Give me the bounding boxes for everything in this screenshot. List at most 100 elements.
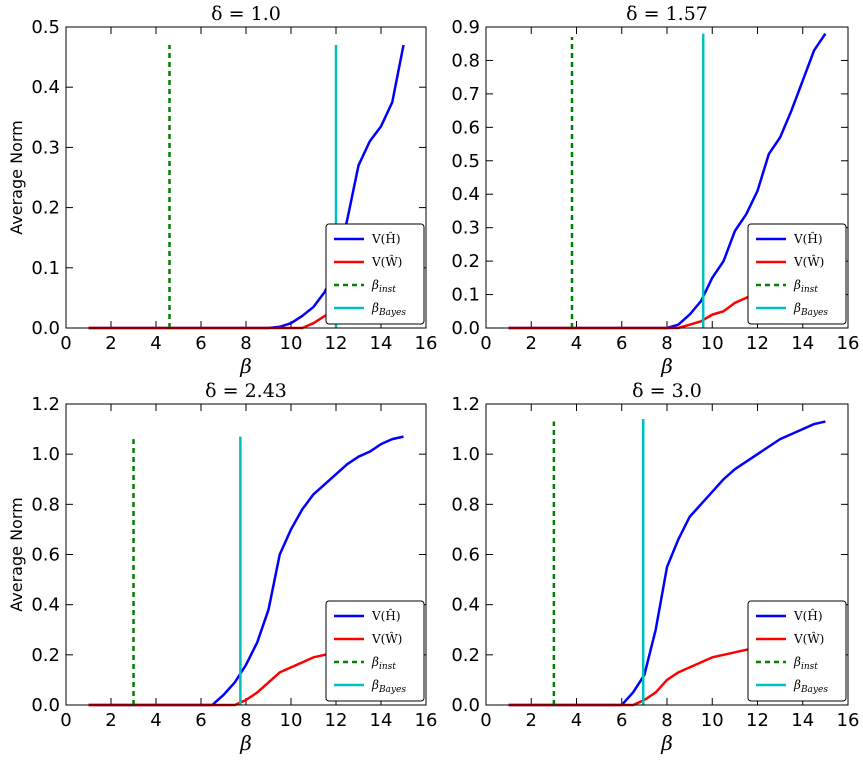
series-line bbox=[508, 420, 826, 707]
y-tick-label: 0.3 bbox=[451, 218, 480, 239]
x-tick-label: 16 bbox=[415, 710, 438, 731]
x-tick-label: 14 bbox=[791, 333, 814, 354]
legend: V(Ĥ) V(Ŵ) βinst βBayes bbox=[325, 223, 425, 325]
y-tick-label: 1.2 bbox=[451, 394, 480, 415]
series-line bbox=[508, 643, 770, 707]
x-tick-label: 6 bbox=[195, 710, 206, 731]
y-tick-label: 0.1 bbox=[31, 258, 60, 279]
y-tick-label: 0.2 bbox=[31, 198, 60, 219]
x-tick-label: 8 bbox=[661, 333, 672, 354]
y-tick-label: 0.0 bbox=[31, 318, 60, 339]
x-tick-label: 10 bbox=[280, 333, 303, 354]
y-tick-label: 0.0 bbox=[451, 318, 480, 339]
legend-label: V(Ĥ) bbox=[371, 608, 401, 623]
legend-label: V(Ŵ) bbox=[793, 631, 824, 646]
y-tick-label: 0.4 bbox=[451, 595, 480, 616]
x-tick-label: 4 bbox=[150, 710, 161, 731]
plot-frame bbox=[65, 403, 427, 706]
legend-label: βinst bbox=[793, 278, 818, 295]
series-line bbox=[508, 283, 770, 330]
x-tick-label: 16 bbox=[837, 333, 860, 354]
y-tick-label: 0.8 bbox=[31, 494, 60, 515]
y-tick-label: 0.0 bbox=[451, 695, 480, 716]
legend-box bbox=[325, 600, 425, 702]
legend-label: βinst bbox=[371, 278, 396, 295]
x-tick-label: 0 bbox=[480, 333, 491, 354]
legend-label: V(Ŵ) bbox=[371, 631, 402, 646]
y-tick-label: 0.6 bbox=[451, 117, 480, 138]
y-tick-label: 0.4 bbox=[31, 77, 60, 98]
chart-title: δ = 1.0 bbox=[211, 3, 281, 25]
y-tick-label: 0.1 bbox=[451, 285, 480, 306]
x-tick-label: 14 bbox=[370, 710, 393, 731]
y-tick-label: 0.6 bbox=[451, 545, 480, 566]
legend-label: βBayes bbox=[371, 301, 406, 318]
x-tick-label: 6 bbox=[616, 710, 627, 731]
legend-label: V(Ĥ) bbox=[793, 608, 823, 623]
x-tick-label: 10 bbox=[701, 333, 724, 354]
y-tick-label: 0.2 bbox=[31, 645, 60, 666]
legend-box bbox=[747, 223, 847, 325]
subplot-1: 0 2 4 6 8 10 12 14 16 0.0 0.1 0.2 0.3 0.4 0.5 V(Ĥ) V(Ŵ) β… bbox=[7, 3, 437, 378]
x-tick-label: 4 bbox=[150, 333, 161, 354]
y-tick-label: 1.0 bbox=[451, 444, 480, 465]
legend-label: βinst bbox=[793, 655, 818, 672]
y-tick-label: 0.8 bbox=[451, 50, 480, 71]
y-tick-label: 0.6 bbox=[31, 545, 60, 566]
plot-frame bbox=[65, 26, 427, 329]
y-tick-label: 0.0 bbox=[31, 695, 60, 716]
legend: V(Ĥ) V(Ŵ) βinst βBayes bbox=[325, 600, 425, 702]
x-tick-label: 2 bbox=[526, 710, 537, 731]
x-axis-label: β bbox=[239, 731, 252, 755]
x-tick-label: 8 bbox=[240, 710, 251, 731]
x-tick-label: 6 bbox=[616, 333, 627, 354]
y-axis-label: Average Norm bbox=[7, 497, 26, 611]
y-tick-label: 0.7 bbox=[451, 84, 480, 105]
x-tick-label: 16 bbox=[837, 710, 860, 731]
plot-frame bbox=[485, 26, 849, 329]
legend-label: βBayes bbox=[793, 301, 828, 318]
x-tick-label: 12 bbox=[325, 710, 348, 731]
chart-title: δ = 3.0 bbox=[632, 380, 702, 402]
y-tick-label: 1.0 bbox=[31, 444, 60, 465]
subplot-2: 0 2 4 6 8 10 12 14 16 0.0 0.1 0.2 0.3 0.4 0.5 0.6 0.7 0.8… bbox=[451, 3, 859, 378]
subplot-3: 0 2 4 6 8 10 12 14 160.00.20.40.60.81.01.2V(Ĥ)V(… bbox=[7, 380, 437, 755]
chart-title: δ = 2.43 bbox=[205, 380, 287, 402]
legend-label: V(Ŵ) bbox=[371, 254, 402, 269]
y-tick-label: 0.3 bbox=[31, 137, 60, 158]
subplot-4: 0 2 4 6 8 10 12 14 160.00.20.40.60.81.01.2V(Ĥ)V(… bbox=[451, 380, 859, 755]
x-tick-label: 0 bbox=[60, 333, 71, 354]
y-tick-label: 0.2 bbox=[451, 645, 480, 666]
x-tick-label: 10 bbox=[701, 710, 724, 731]
legend-label: V(Ĥ) bbox=[793, 231, 823, 246]
x-tick-label: 4 bbox=[571, 333, 582, 354]
x-tick-label: 2 bbox=[526, 333, 537, 354]
series-line bbox=[88, 648, 348, 707]
x-tick-label: 0 bbox=[60, 710, 71, 731]
x-tick-label: 12 bbox=[325, 333, 348, 354]
x-tick-label: 8 bbox=[240, 333, 251, 354]
legend: V(Ĥ) V(Ŵ) βinst βBayes bbox=[747, 223, 847, 325]
chart-title: δ = 1.57 bbox=[626, 3, 708, 25]
y-tick-label: 0.4 bbox=[451, 184, 480, 205]
y-tick-label: 0.2 bbox=[451, 251, 480, 272]
y-tick-label: 0.4 bbox=[31, 595, 60, 616]
legend-label: V(Ŵ) bbox=[793, 254, 824, 269]
x-axis-label: β bbox=[660, 731, 673, 755]
legend: V(Ĥ) V(Ŵ) βinst βBayes bbox=[747, 600, 847, 702]
legend-label: βinst bbox=[371, 655, 396, 672]
y-tick-label: 0.9 bbox=[451, 17, 480, 38]
y-axis-label: Average Norm bbox=[7, 120, 26, 234]
legend-label: βBayes bbox=[371, 678, 406, 695]
x-tick-label: 0 bbox=[480, 710, 491, 731]
series-line bbox=[88, 435, 404, 707]
y-tick-label: 0.5 bbox=[31, 17, 60, 38]
x-tick-label: 6 bbox=[195, 333, 206, 354]
x-tick-label: 2 bbox=[105, 710, 116, 731]
x-tick-label: 10 bbox=[280, 710, 303, 731]
legend-box bbox=[747, 600, 847, 702]
series-line bbox=[508, 32, 827, 330]
y-tick-label: 1.2 bbox=[31, 394, 60, 415]
x-axis-label: β bbox=[239, 354, 252, 378]
